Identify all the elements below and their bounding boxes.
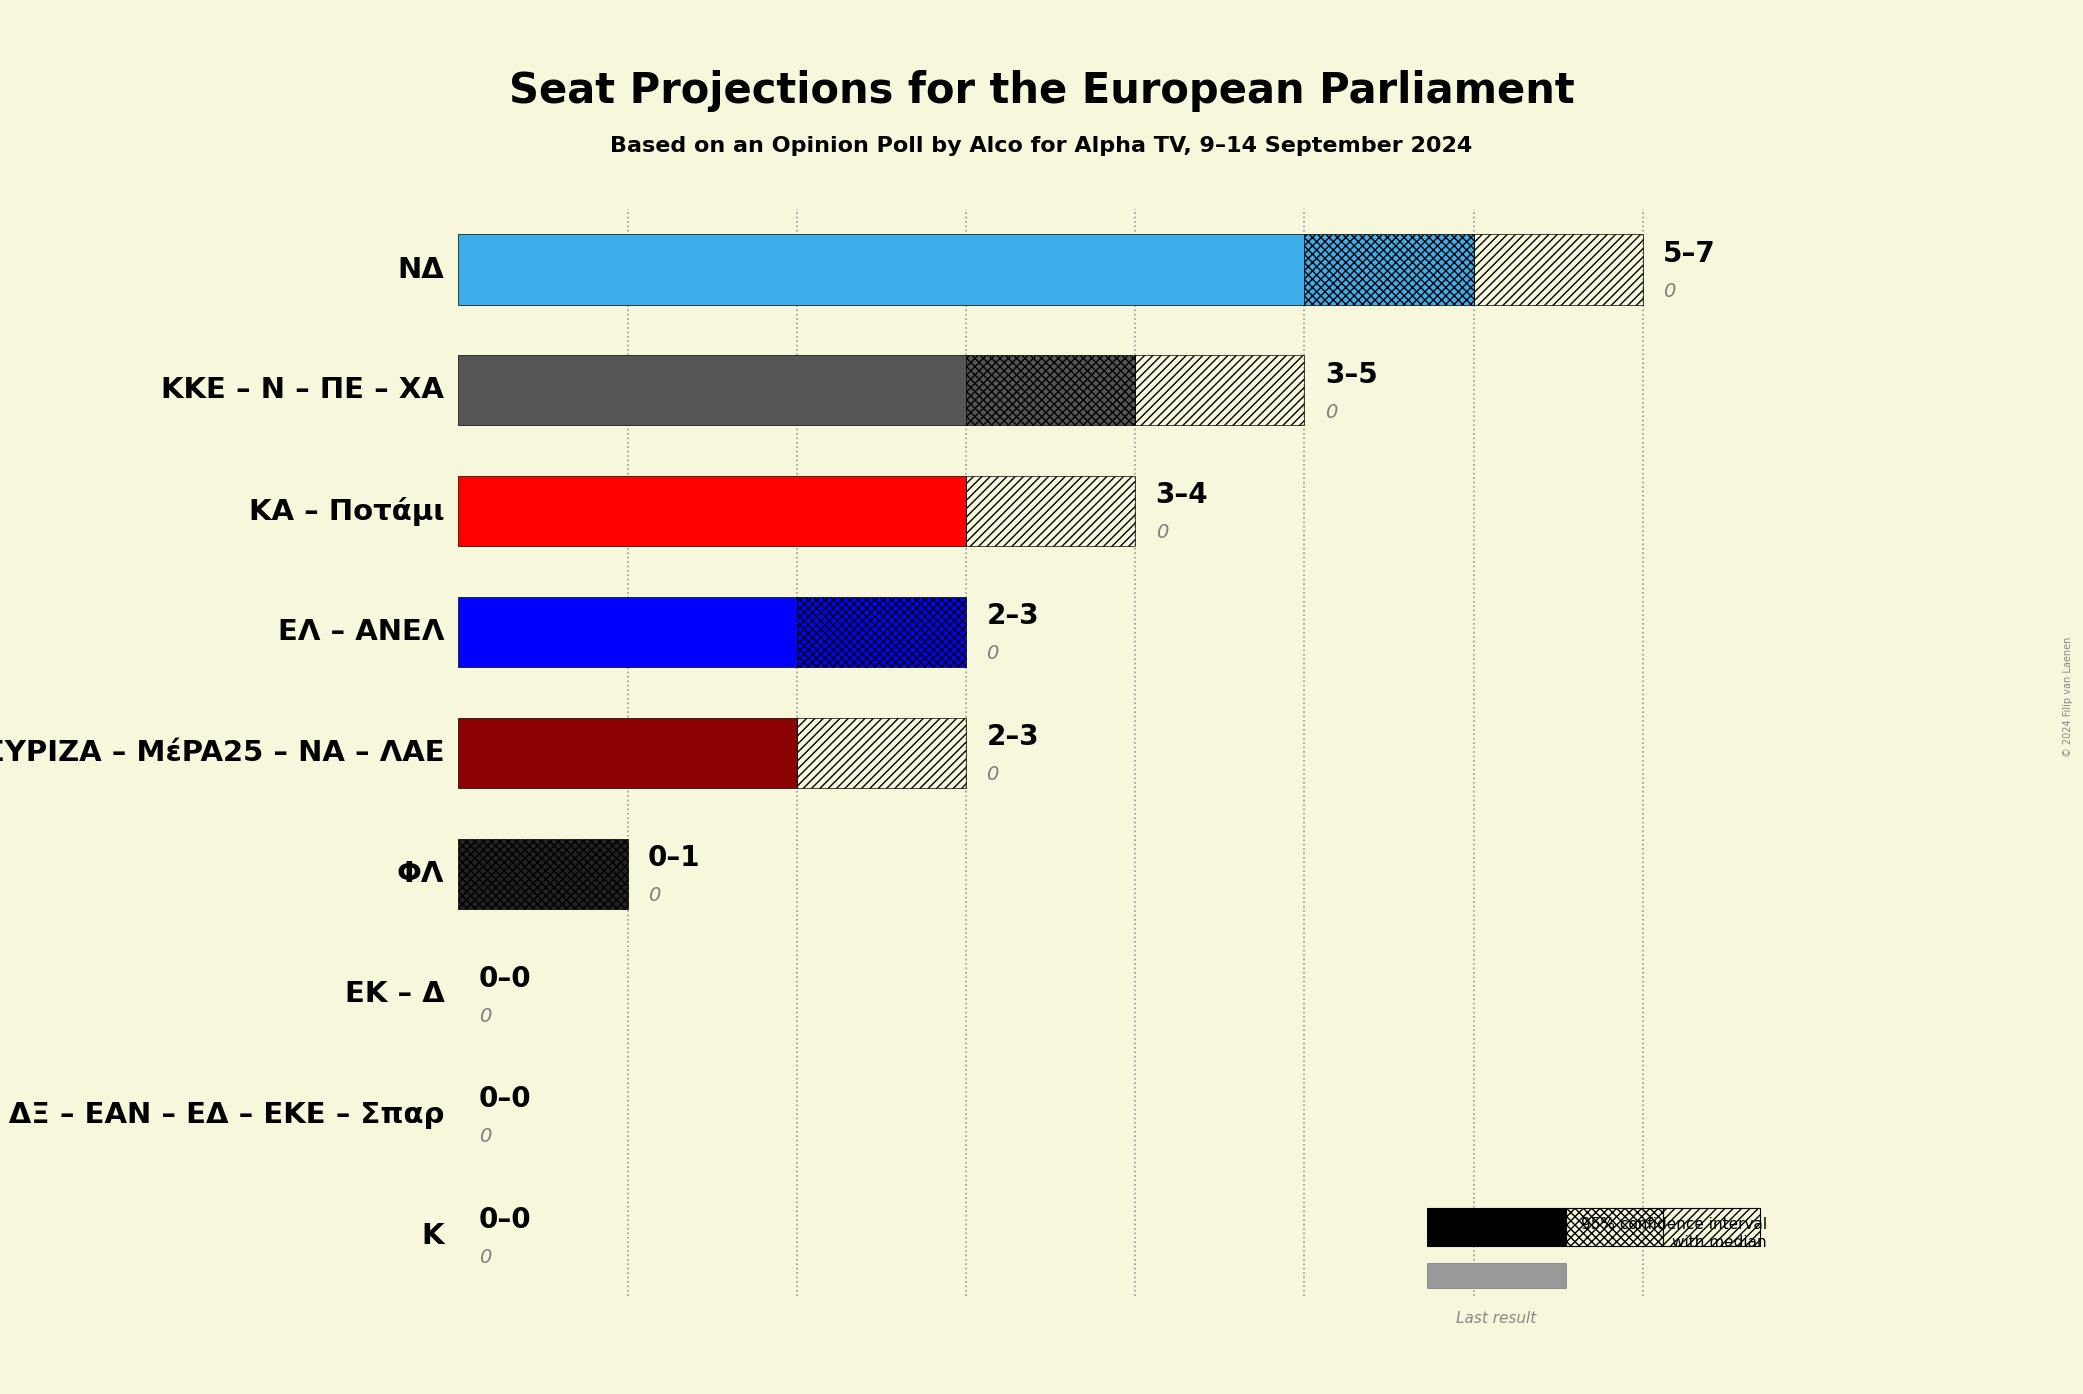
Text: 0: 0 <box>1325 403 1337 421</box>
Bar <box>458 597 796 666</box>
Bar <box>796 718 967 788</box>
Bar <box>796 597 967 666</box>
Text: 0: 0 <box>1662 282 1675 301</box>
Text: 0–0: 0–0 <box>479 1086 531 1114</box>
Text: 0: 0 <box>479 1006 492 1026</box>
Text: 0: 0 <box>987 765 998 783</box>
Bar <box>458 718 796 788</box>
Text: Seat Projections for the European Parliament: Seat Projections for the European Parlia… <box>508 70 1575 112</box>
Text: Last result: Last result <box>1456 1312 1537 1326</box>
Bar <box>1427 1263 1566 1288</box>
Text: 0: 0 <box>987 644 998 664</box>
Text: 95% confidence interval
with median: 95% confidence interval with median <box>1581 1217 1766 1250</box>
Bar <box>458 839 627 909</box>
Text: © 2024 Filip van Laenen: © 2024 Filip van Laenen <box>2062 637 2073 757</box>
Text: 2–3: 2–3 <box>987 602 1039 630</box>
Bar <box>1135 355 1304 425</box>
Bar <box>1427 1207 1566 1246</box>
Text: 3–5: 3–5 <box>1325 361 1377 389</box>
Text: 5–7: 5–7 <box>1662 240 1716 268</box>
Text: 0–0: 0–0 <box>479 1206 531 1234</box>
Bar <box>458 477 967 546</box>
Text: 0: 0 <box>479 1128 492 1146</box>
Text: 0–1: 0–1 <box>648 843 700 871</box>
Text: 0: 0 <box>479 1248 492 1267</box>
Bar <box>967 355 1135 425</box>
Bar <box>967 477 1135 546</box>
Bar <box>1475 234 1643 304</box>
Bar <box>458 234 1304 304</box>
Text: 2–3: 2–3 <box>987 723 1039 751</box>
Bar <box>1304 234 1475 304</box>
Bar <box>1566 1207 1662 1246</box>
Text: 3–4: 3–4 <box>1156 481 1208 509</box>
Bar <box>1662 1207 1760 1246</box>
Text: Based on an Opinion Poll by Alco for Alpha TV, 9–14 September 2024: Based on an Opinion Poll by Alco for Alp… <box>610 137 1473 156</box>
Bar <box>458 355 967 425</box>
Text: 0–0: 0–0 <box>479 965 531 993</box>
Text: 0: 0 <box>1156 523 1169 542</box>
Text: 0: 0 <box>648 885 660 905</box>
